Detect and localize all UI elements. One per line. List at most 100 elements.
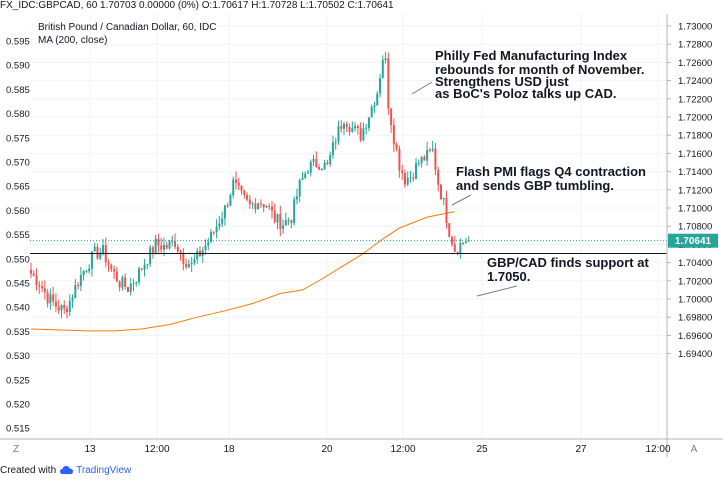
candle-body [82,271,85,276]
candle-down [359,122,362,143]
right-axis-label: 1.73000 [678,22,712,33]
candle-body [46,292,49,304]
candle-up [406,171,409,186]
candle-up [79,266,82,292]
candle-down [38,281,41,294]
right-axis-label: 1.72400 [678,76,712,87]
candle-down [113,265,116,279]
candle-up [420,156,423,168]
right-axis-label: 1.71600 [678,149,712,160]
candle-body [215,226,218,233]
candle-body [124,277,127,288]
candle-body [226,205,229,207]
candle-down [35,268,38,291]
candle-body [57,306,60,311]
candle-body [268,205,271,207]
candle-body [204,245,207,251]
level-lines [30,240,667,254]
candle-body [118,281,121,288]
candle-up [265,205,268,209]
time-axis-label: 12:00 [144,444,169,455]
candle-body [154,238,157,253]
right-axis-label: 1.71800 [678,131,712,142]
candle-up [102,238,105,256]
symbol-ohlc-line: FX_IDC:GBPCAD, 60 1.70703 0.00000 (0%) O… [0,0,394,11]
candle-down [110,263,113,272]
candle-down [279,205,282,237]
candle-body [456,251,459,254]
candle-up [218,216,221,231]
candle-down [401,164,404,181]
candle-down [392,118,395,152]
time-axis-label: 27 [575,444,587,455]
candle-body [284,220,287,226]
footer-created-with: Created with [0,464,57,476]
candle-body [182,253,185,265]
candle-up [221,211,224,228]
candle-down [43,280,46,300]
candle-up [82,270,85,281]
candle-down [140,268,143,271]
candle-body [442,197,445,200]
candle-up [146,263,149,270]
candle-up [376,91,379,106]
right-axis-label: 1.69400 [678,349,712,360]
candle-body [246,194,249,200]
candle-body [298,179,301,197]
candle-body [270,206,273,211]
candle-body [110,264,113,270]
right-axis-label: 1.70000 [678,295,712,306]
candle-down [348,123,351,136]
candle-up [121,275,124,291]
candle-down [46,288,49,308]
candle-body [248,199,251,205]
time-axis-label: 25 [476,444,488,455]
candle-up [204,239,207,255]
left-axis-label: 0.570 [6,158,30,169]
footer: Created with TradingView [0,462,131,478]
candle-body [221,218,224,224]
candle-body [395,144,398,149]
candle-up [354,122,357,132]
tradingview-cloud-icon [60,466,74,474]
candle-down [315,151,318,168]
annotation-line: and sends GBP tumbling. [456,178,614,193]
candle-up [295,188,298,205]
candle-up [323,159,326,170]
candle-body [99,253,102,259]
candle-body [398,148,401,171]
z-button[interactable]: Z [13,444,19,455]
candle-up [229,193,232,207]
right-axis-label: 1.71000 [678,204,712,215]
candle-up [149,245,152,267]
candle-down [243,189,246,199]
candle-up [431,140,434,153]
candle-up [384,51,387,64]
candle-down [387,52,390,115]
candle-body [234,179,237,183]
candle-up [232,176,235,199]
candle-up [187,259,190,269]
tradingview-logo[interactable]: TradingView [60,465,131,476]
candle-body [254,203,257,210]
auto-scale-button[interactable]: A [691,444,698,455]
time-axis[interactable]: 13 12:00 18 20 12:00 25 27 12:00 [84,444,671,455]
a-button[interactable]: A [691,444,698,455]
candle-body [403,173,406,185]
annotation-line: as BoC's Poloz talks up CAD. [435,86,617,101]
candle-body [401,170,404,174]
candle-down [107,259,110,272]
candle-body [132,283,135,285]
candle-up [365,124,368,135]
candle-up [207,237,210,251]
candle-body [207,242,210,246]
candle-body [196,250,199,260]
candlestick-chart[interactable]: 0.595 0.590 0.585 0.580 0.575 0.570 0.565 0.560… [0,14,723,457]
zoom-reset-button[interactable]: Z [13,444,19,455]
candle-down [448,223,451,238]
candle-down [237,177,240,191]
candle-down [32,270,35,277]
candle-body [52,294,55,302]
left-axis-label: 0.535 [6,327,30,338]
ma200-line [30,211,455,332]
